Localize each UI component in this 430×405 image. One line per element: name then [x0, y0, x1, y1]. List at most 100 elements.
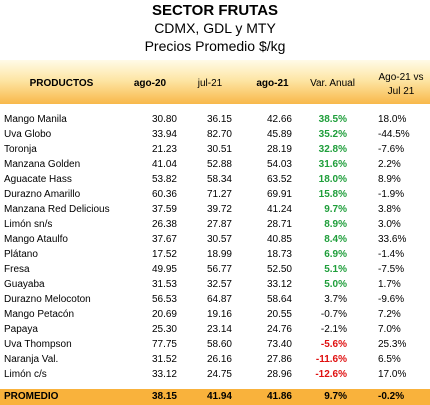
footer-cell: 41.86: [266, 391, 292, 402]
cell: 3.0%: [378, 219, 401, 230]
table-header: PRODUCTOS ago-20 jul-21 ago-21 Var. Anual Ago…: [0, 60, 430, 104]
product-name: Uva Globo: [4, 129, 52, 140]
cell: 28.96: [266, 369, 292, 380]
cell: 15.8%: [318, 189, 347, 200]
cell: 5.0%: [324, 279, 347, 290]
cell: 3.7%: [324, 294, 347, 305]
cell: 2.2%: [378, 159, 401, 170]
product-name: Uva Thompson: [4, 339, 72, 350]
cell: 42.66: [266, 114, 292, 125]
cell: 32.57: [206, 279, 232, 290]
cell: 40.85: [266, 234, 292, 245]
cell: 73.40: [266, 339, 292, 350]
cell: 7.0%: [378, 324, 401, 335]
product-name: Limón sn/s: [4, 219, 53, 230]
unit-label: Precios Promedio $/kg: [144, 38, 286, 54]
cell: 38.5%: [318, 114, 347, 125]
column-header: Var. Anual: [310, 78, 355, 89]
column-header: jul-21: [197, 78, 223, 89]
cell: 26.38: [151, 219, 177, 230]
cell: 30.57: [206, 234, 232, 245]
product-name: Durazno Amarillo: [4, 189, 81, 200]
cell: 20.69: [151, 309, 177, 320]
cell: 3.8%: [378, 204, 401, 215]
cell: 54.03: [266, 159, 292, 170]
table-row: Toronja 21.23 30.51 28.19 32.8% -7.6%: [0, 142, 430, 157]
cell: 53.82: [151, 174, 177, 185]
product-name: Aguacate Hass: [4, 174, 72, 185]
cell: 18.99: [206, 249, 232, 260]
cell: 19.16: [206, 309, 232, 320]
column-header: Jul 21: [387, 86, 415, 97]
product-name: Naranja Val.: [4, 354, 59, 365]
cell: 63.52: [266, 174, 292, 185]
cell: 56.53: [151, 294, 177, 305]
cell: 25.3%: [378, 339, 407, 350]
column-header: PRODUCTOS: [29, 78, 94, 89]
cell: 27.87: [206, 219, 232, 230]
cell: 58.34: [206, 174, 232, 185]
cell: 58.64: [266, 294, 292, 305]
cell: 18.0%: [318, 174, 347, 185]
cell: 31.52: [151, 354, 177, 365]
product-name: Toronja: [4, 144, 37, 155]
product-name: Mango Manila: [4, 114, 67, 125]
table-row: Durazno Amarillo 60.36 71.27 69.91 15.8% -1.9…: [0, 187, 430, 202]
cell: 9.7%: [324, 204, 347, 215]
cell: 28.19: [266, 144, 292, 155]
cell: 82.70: [206, 129, 232, 140]
cell: 1.7%: [378, 279, 401, 290]
cell: 37.59: [151, 204, 177, 215]
cell: 8.9%: [324, 219, 347, 230]
product-name: Papaya: [4, 324, 38, 335]
table-row: Mango Manila 30.80 36.15 42.66 38.5% 18.0%: [0, 112, 430, 127]
table-row: Manzana Red Delicious 37.59 39.72 41.24 9.7%…: [0, 202, 430, 217]
cell: 36.15: [206, 114, 232, 125]
cell: -44.5%: [378, 129, 410, 140]
table-row: Manzana Golden 41.04 52.88 54.03 31.6% 2.2%: [0, 157, 430, 172]
cell: 41.24: [266, 204, 292, 215]
title: SECTOR FRUTAS: [151, 2, 279, 19]
table-row: Mango Ataulfo 37.67 30.57 40.85 8.4% 33.6%: [0, 232, 430, 247]
cell: -0.7%: [320, 309, 347, 320]
cell: -2.1%: [320, 324, 347, 335]
product-name: Manzana Golden: [4, 159, 81, 170]
cell: 7.2%: [378, 309, 401, 320]
table-row: Plátano 17.52 18.99 18.73 6.9% -1.4%: [0, 247, 430, 262]
cell: 24.76: [266, 324, 292, 335]
table-row: Papaya 25.30 23.14 24.76 -2.1% 7.0%: [0, 322, 430, 337]
cell: 30.80: [151, 114, 177, 125]
cell: 64.87: [206, 294, 232, 305]
cell: 31.6%: [318, 159, 347, 170]
cell: 6.5%: [378, 354, 401, 365]
cell: -11.6%: [315, 354, 347, 365]
footer-cell: 41.94: [206, 391, 232, 402]
product-name: Mango Petacón: [4, 309, 75, 320]
cell: 32.8%: [318, 144, 347, 155]
cell: 33.12: [151, 369, 177, 380]
product-name: Fresa: [4, 264, 30, 275]
cell: 20.55: [266, 309, 292, 320]
table-row: Uva Globo 33.94 82.70 45.89 35.2% -44.5%: [0, 127, 430, 142]
cell: 37.67: [151, 234, 177, 245]
cell: 5.1%: [324, 264, 347, 275]
product-name: Durazno Melocoton: [4, 294, 91, 305]
cell: 18.0%: [378, 114, 407, 125]
cell: 27.86: [266, 354, 292, 365]
product-name: Manzana Red Delicious: [4, 204, 110, 215]
cell: 28.71: [266, 219, 292, 230]
cell: -12.6%: [315, 369, 347, 380]
cell: 52.50: [266, 264, 292, 275]
column-header: Ago-21 vs: [378, 72, 424, 83]
cell: -9.6%: [378, 294, 405, 305]
cell: 35.2%: [318, 129, 347, 140]
footer-cell: 38.15: [151, 391, 177, 402]
table-row: Mango Petacón 20.69 19.16 20.55 -0.7% 7.2%: [0, 307, 430, 322]
cell: 23.14: [206, 324, 232, 335]
cell: 21.23: [151, 144, 177, 155]
table-row: Limón sn/s 26.38 27.87 28.71 8.9% 3.0%: [0, 217, 430, 232]
cell: 6.9%: [324, 249, 347, 260]
table-row: Limón c/s 33.12 24.75 28.96 -12.6% 17.0%: [0, 367, 430, 382]
table-row: Guayaba 31.53 32.57 33.12 5.0% 1.7%: [0, 277, 430, 292]
